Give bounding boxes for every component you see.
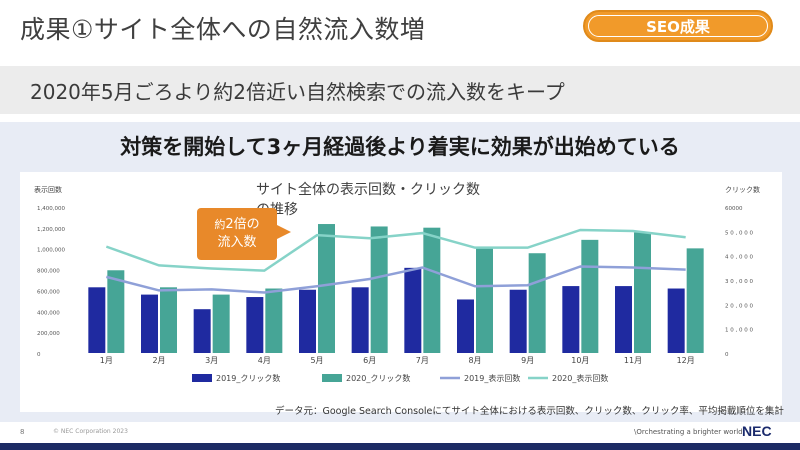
data-source-note: データ元：Google Search Consoleにてサイト全体における表示回…: [275, 406, 784, 417]
x-tick-label: 1月: [100, 356, 113, 365]
slide-title: 成果①サイト全体への自然流入数増: [20, 15, 426, 44]
y-right-tick-label: 60000: [725, 206, 743, 212]
y-left-tick-label: 1,200,000: [37, 227, 65, 233]
y-right-tick-label: 3 0 , 0 0 0: [725, 279, 753, 285]
bar-2020-clicks: [581, 239, 599, 353]
y-right-tick-label: 4 0 , 0 0 0: [725, 255, 753, 261]
slide-subtitle: 2020年5月ごろより約2倍近い自然検索での流入数をキープ: [30, 80, 565, 104]
badge-label: SEO成果: [646, 17, 710, 36]
y-left-tick-label: 200,000: [37, 331, 60, 337]
y-left-tick-label: 0: [37, 352, 41, 358]
y-left-axis-label: 表示回数: [34, 185, 62, 194]
bar-2020-clicks: [107, 270, 125, 353]
brand-tagline: \Orchestrating a brighter world: [634, 428, 743, 436]
bar-2019-clicks: [299, 289, 316, 353]
bar-2020-clicks: [318, 224, 335, 353]
y-left-tick-label: 1,400,000: [37, 206, 65, 212]
nec-logo: NEC: [742, 423, 772, 439]
callout-line-1: 約2倍の: [214, 217, 260, 232]
bar-2020-clicks: [370, 226, 388, 353]
y-left-tick-label: 800,000: [37, 269, 60, 275]
bar-2019-clicks: [193, 309, 211, 353]
y-right-tick-label: 0: [725, 352, 729, 358]
line-2019-impressions: [106, 265, 686, 294]
bar-2020-clicks: [160, 287, 177, 353]
x-tick-label: 10月: [571, 356, 589, 365]
bar-2019-clicks: [141, 294, 158, 353]
x-tick-label: 11月: [624, 356, 642, 365]
subtitle-band: [0, 66, 800, 114]
bar-2019-clicks: [615, 286, 632, 353]
bar-2020-clicks: [212, 294, 230, 353]
legend-label: 2019_クリック数: [216, 373, 280, 383]
bar-2019-clicks: [562, 286, 580, 353]
badge-inner-border: [588, 15, 768, 37]
seo-results-badge: SEO成果: [583, 10, 773, 42]
y-right-tick-label: 1 0 , 0 0 0: [725, 328, 753, 334]
legend-swatch: [192, 374, 212, 382]
x-tick-label: 5月: [310, 356, 323, 365]
bar-2019-clicks: [88, 287, 106, 353]
callout-line-2: 流入数: [217, 235, 257, 250]
line-2020-impressions: [105, 228, 686, 272]
x-tick-label: 3月: [205, 356, 218, 365]
page-number: 8: [20, 428, 25, 436]
bar-2019-clicks: [246, 297, 264, 353]
chart-title: サイト全体の表示回数・クリック数: [256, 181, 480, 198]
headline: 対策を開始して3ヶ月経過後より着実に効果が出始めている: [120, 135, 680, 159]
bar-2019-clicks: [457, 299, 474, 353]
bar-2020-clicks: [528, 253, 546, 353]
x-tick-label: 12月: [677, 356, 695, 365]
bar-2019-clicks: [509, 289, 527, 353]
y-right-tick-label: 2 0 , 0 0 0: [725, 303, 753, 309]
bar-2019-clicks: [351, 287, 369, 353]
x-tick-label: 6月: [363, 356, 376, 365]
footer-bar: [0, 443, 800, 450]
x-tick-label: 8月: [468, 356, 481, 365]
bar-2020-clicks: [476, 248, 493, 353]
copyright-text: © NEC Corporation 2023: [53, 428, 128, 435]
y-left-tick-label: 1,000,000: [37, 248, 65, 254]
double-traffic-callout: 約2倍の 流入数: [197, 208, 291, 260]
y-right-axis-label: クリック数: [725, 185, 760, 194]
bar-2019-clicks: [404, 267, 422, 353]
bar-2020-clicks: [265, 288, 283, 353]
bar-2020-clicks: [634, 232, 651, 353]
legend-label: 2020_表示回数: [552, 373, 608, 383]
legend-label: 2019_表示回数: [464, 373, 520, 383]
x-tick-label: 2月: [152, 356, 165, 365]
x-tick-label: 7月: [416, 356, 429, 365]
x-tick-label: 4月: [258, 356, 271, 365]
bar-2020-clicks: [686, 248, 704, 353]
y-right-tick-label: 5 0 , 0 0 0: [725, 230, 753, 236]
x-tick-label: 9月: [521, 356, 534, 365]
bar-2020-clicks: [423, 227, 441, 353]
chart-card: サイト全体の表示回数・クリック数 の推移 表示回数 クリック数 1,400,000 1,2…: [20, 172, 782, 412]
y-left-tick-label: 400,000: [37, 310, 60, 316]
legend-label: 2020_クリック数: [346, 373, 410, 383]
y-left-tick-label: 600,000: [37, 289, 60, 295]
legend-swatch: [322, 374, 342, 382]
bar-2019-clicks: [667, 288, 685, 353]
